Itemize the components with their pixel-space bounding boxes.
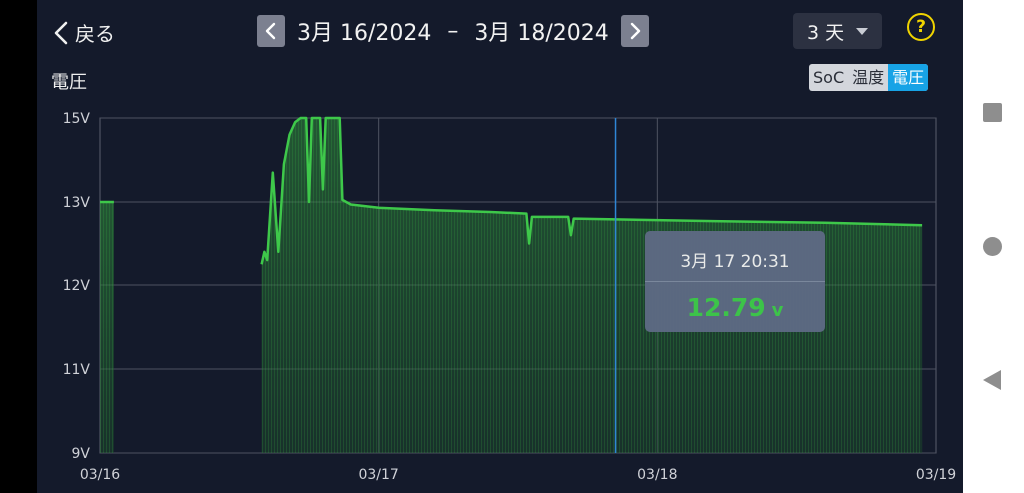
tooltip-reading: 12.79 v: [645, 293, 825, 322]
voltage-chart[interactable]: 9V 11V 12V 13V 15V 03/16 03/17 03/18 03/19: [37, 0, 963, 493]
recents-icon[interactable]: [983, 103, 1002, 122]
range-dropdown[interactable]: 3 天: [793, 13, 882, 49]
y-tick-label: 9V: [72, 446, 91, 462]
y-tick-label: 15V: [63, 111, 91, 127]
tooltip-value: 12.79: [686, 293, 766, 322]
tab-voltage[interactable]: 電圧: [888, 64, 929, 91]
tooltip-time: 3月 17 20:31: [680, 252, 790, 272]
chevron-left-icon: [54, 21, 68, 44]
tooltip-divider: [645, 281, 825, 282]
x-tick-label: 03/16: [80, 467, 120, 483]
app-screen: 戻る 3月 16/2024 – 3月 18/2024 3 天 ? 電圧 SoC …: [37, 0, 963, 493]
caret-down-icon: [856, 28, 868, 35]
y-tick-label: 13V: [63, 195, 91, 211]
x-tick-label: 03/18: [637, 467, 677, 483]
range-end-date: 3月 18/2024: [474, 21, 609, 46]
tooltip-unit: v: [771, 300, 784, 321]
chart-title: 電圧: [51, 72, 87, 93]
home-icon[interactable]: [983, 237, 1002, 256]
x-tick-label: 03/19: [916, 467, 956, 483]
data-tooltip: 3月 17 20:31 12.79 v: [645, 231, 825, 332]
back-button[interactable]: 戻る: [51, 18, 115, 47]
tab-temperature[interactable]: 温度: [852, 68, 885, 87]
y-tick-label: 12V: [63, 278, 91, 294]
prev-range-button[interactable]: [257, 15, 285, 47]
range-separator: –: [447, 18, 459, 44]
tab-soc[interactable]: SoC: [813, 68, 845, 87]
range-start-date: 3月 16/2024: [297, 21, 432, 46]
metric-tabs: SoC 温度 電圧: [809, 64, 929, 91]
series-area-hatch: [261, 118, 923, 453]
series-line: [260, 116, 923, 265]
y-tick-label: 11V: [63, 362, 91, 378]
help-icon[interactable]: ?: [907, 13, 935, 41]
back-label: 戻る: [75, 22, 115, 46]
chevron-right-icon: [630, 22, 640, 40]
next-range-button[interactable]: [620, 15, 649, 47]
date-range-navigator: 3月 16/2024 – 3月 18/2024: [257, 15, 649, 47]
chevron-left-icon: [265, 22, 276, 40]
back-triangle-icon[interactable]: [983, 370, 1001, 390]
x-tick-label: 03/17: [358, 467, 398, 483]
series-area-hatch: [100, 202, 114, 453]
range-dropdown-value: 3 天: [807, 21, 845, 44]
